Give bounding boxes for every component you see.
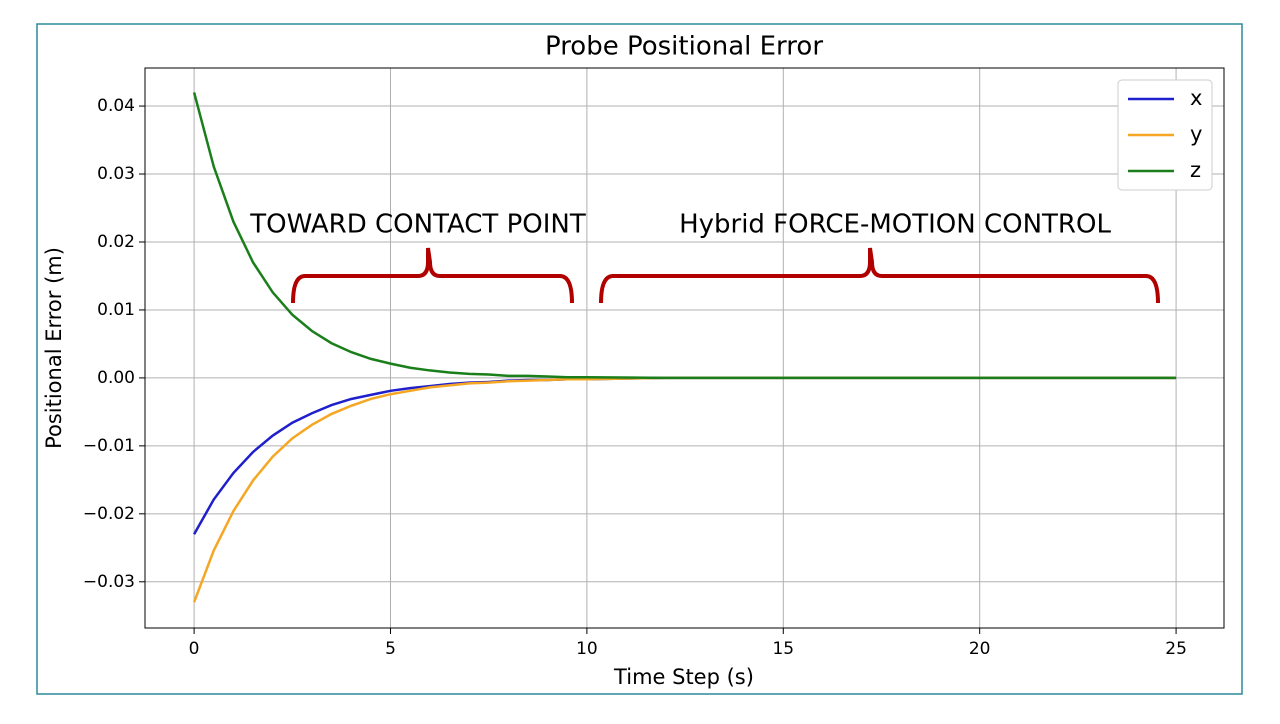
x-tick-label: 10 [576, 639, 598, 659]
y-tick-label: −0.01 [83, 436, 135, 456]
x-tick-label: 5 [385, 639, 396, 659]
brace [291, 247, 574, 304]
y-tick-label: 0.02 [97, 232, 135, 252]
legend-label: z [1190, 158, 1201, 182]
legend-label: y [1190, 122, 1202, 146]
legend: xyz [1117, 79, 1213, 191]
y-tick-label: 0.03 [97, 164, 135, 184]
axes-frame [144, 67, 1225, 629]
y-tick-label: 0.04 [97, 96, 135, 116]
x-tick-label: 15 [772, 639, 794, 659]
brace [599, 247, 1160, 304]
line-series [193, 376, 1177, 535]
y-tick-label: −0.03 [83, 572, 135, 592]
x-tick-label: 0 [189, 639, 200, 659]
x-tick-label: 20 [969, 639, 991, 659]
plot-area: 0 5 10 15 20 25 −0.03 −0.02 −0.01 0.00 0.01 0.02 0.0… [83, 67, 1225, 659]
annotation: TOWARD CONTACT POINT [249, 210, 586, 240]
y-tick-label: −0.02 [83, 504, 135, 524]
legend-label: x [1190, 86, 1202, 110]
line-series [192, 376, 1177, 603]
chart-title: Probe Positional Error [545, 32, 823, 62]
frame [36, 23, 1243, 695]
y-axis-label: Positional Error (m) [42, 247, 66, 449]
y-tick-label: 0.01 [97, 300, 135, 320]
x-axis-label: Time Step (s) [613, 665, 754, 689]
y-tick-label: 0.00 [97, 368, 135, 388]
line-series [192, 92, 1177, 380]
annotation: Hybrid FORCE-MOTION CONTROL [679, 210, 1111, 240]
x-tick-label: 25 [1165, 639, 1187, 659]
